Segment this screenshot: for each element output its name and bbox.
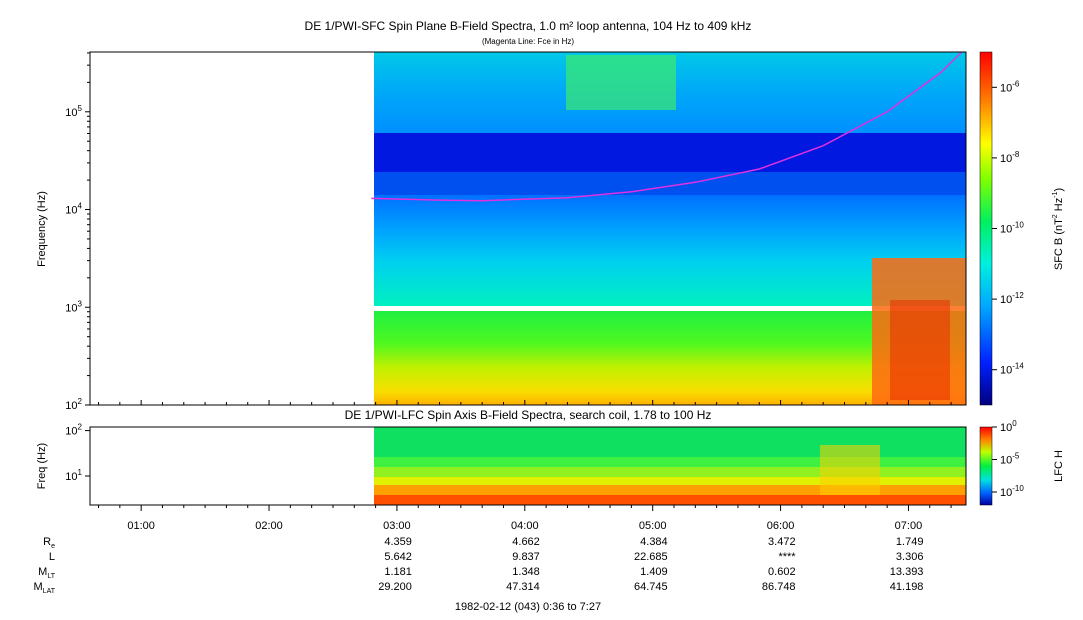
ephemeris-value: 3.306 — [896, 551, 924, 563]
x-tick-label: 04:00 — [511, 520, 539, 532]
lfc-band-4 — [374, 477, 966, 485]
lfc-panel-title: DE 1/PWI-LFC Spin Axis B-Field Spectra, … — [345, 408, 712, 422]
sfc-colorbar-tick-label: 10-8 — [1000, 150, 1020, 165]
sfc-y-tick-label: 103 — [65, 299, 82, 314]
lfc-y-axis-label: Freq (Hz) — [36, 443, 48, 489]
x-tick-label: 05:00 — [639, 520, 667, 532]
sfc-y-axis: 102 103 104 105 — [65, 52, 90, 412]
ephemeris-value: 4.359 — [384, 536, 412, 548]
lfc-colorbar-gradient — [979, 426, 993, 506]
lfc-emission — [820, 445, 880, 495]
sfc-colorbar-label: SFC B (nT2 Hz-1) — [1052, 188, 1065, 270]
ephemeris-row-label: L — [49, 551, 55, 563]
ephemeris-value: 29.200 — [378, 581, 412, 593]
sfc-spectrogram-data — [374, 52, 966, 405]
sfc-colorbar-gradient — [979, 51, 993, 406]
lfc-y-tick-label: 102 — [65, 423, 82, 438]
sfc-emission-patch — [566, 55, 676, 110]
ephemeris-value: 13.393 — [890, 566, 924, 578]
sfc-emission-core — [890, 300, 950, 400]
ephemeris-value: 47.314 — [506, 581, 540, 593]
ephemeris-value: 64.745 — [634, 581, 668, 593]
lfc-colorbar-label: LFC H — [1053, 450, 1065, 482]
ephemeris-value: 0.602 — [768, 566, 796, 578]
x-tick-label: 03:00 — [383, 520, 411, 532]
ephemeris-value: 1.181 — [384, 566, 412, 578]
sfc-y-tick-label: 104 — [65, 202, 82, 217]
lfc-y-tick-label: 101 — [65, 468, 82, 483]
fce-line — [371, 51, 963, 202]
lfc-colorbar-ticks: 100 10-5 10-10 — [992, 419, 1024, 499]
ephemeris-value: 41.198 — [890, 581, 924, 593]
sfc-plot-frame — [89, 51, 967, 406]
time-x-axis: 01:00 02:00 03:00 04:00 05:00 06:00 07:00 — [98, 400, 952, 532]
sfc-colorbar-tick-label: 10-14 — [1000, 362, 1024, 377]
x-tick-label: 02:00 — [255, 520, 283, 532]
sfc-band-deep — [374, 133, 966, 172]
ephemeris-value: 5.642 — [384, 551, 412, 563]
lfc-spectrogram-data — [374, 427, 966, 505]
ephemeris-row-label: MLAT — [34, 581, 56, 595]
lfc-y-axis: 101 102 — [65, 423, 90, 483]
sfc-y-tick-label: 102 — [65, 397, 82, 412]
x-tick-label: 06:00 — [767, 520, 795, 532]
ephemeris-value: 1.348 — [512, 566, 540, 578]
ephemeris-value: 9.837 — [512, 551, 540, 563]
sfc-panel-subtitle: (Magenta Line: Fce in Hz) — [482, 37, 574, 46]
lfc-band-2 — [374, 457, 966, 467]
ephemeris-value: 4.662 — [512, 536, 540, 548]
sfc-data-gap — [374, 306, 966, 311]
ephemeris-value: 1.409 — [640, 566, 668, 578]
sfc-band-strip — [374, 172, 966, 195]
sfc-band-mid — [374, 195, 966, 306]
sfc-colorbar-tick-label: 10-6 — [1000, 79, 1020, 94]
sfc-spectrogram-panel: 102 103 104 105 Frequency (Hz) — [36, 51, 967, 412]
ephemeris-value: 4.384 — [640, 536, 668, 548]
sfc-colorbar: 10-6 10-8 10-10 10-12 10-14 SFC B (nT2 Hz-1) — [979, 51, 1065, 406]
ephemeris-value: 86.748 — [762, 581, 796, 593]
ephemeris-value: 3.472 — [768, 536, 796, 548]
sfc-colorbar-tick-label: 10-12 — [1000, 291, 1024, 306]
lfc-colorbar-tick-label: 100 — [1000, 419, 1017, 434]
sfc-band-low — [374, 311, 966, 405]
ephemeris-value: **** — [778, 551, 796, 563]
lfc-band-6 — [374, 495, 966, 505]
lfc-band-5 — [374, 485, 966, 495]
sfc-panel-title: DE 1/PWI-SFC Spin Plane B-Field Spectra,… — [305, 19, 752, 33]
sfc-colorbar-tick-label: 10-10 — [1000, 221, 1024, 236]
lfc-colorbar: 100 10-5 10-10 LFC H — [979, 419, 1065, 506]
lfc-spectrogram-panel: 101 102 Freq (Hz) — [36, 423, 967, 506]
sfc-y-axis-label: Frequency (Hz) — [36, 191, 48, 267]
ephemeris-value: 1.749 — [896, 536, 924, 548]
ephemeris-table: Re 4.359 4.662 4.384 3.472 1.749 L 5.642 9.837 22… — [34, 536, 924, 595]
time-range-footer: 1982-02-12 (043) 0:36 to 7:27 — [455, 601, 601, 613]
lfc-colorbar-tick-label: 10-5 — [1000, 452, 1020, 467]
sfc-colorbar-ticks: 10-6 10-8 10-10 10-12 10-14 — [992, 79, 1024, 377]
ephemeris-row-label: MLT — [38, 566, 56, 580]
x-tick-label: 07:00 — [895, 520, 923, 532]
lfc-band-3 — [374, 467, 966, 477]
lfc-plot-frame — [89, 426, 967, 506]
lfc-colorbar-tick-label: 10-10 — [1000, 484, 1024, 499]
ephemeris-row-label: Re — [43, 536, 55, 550]
ephemeris-value: 22.685 — [634, 551, 668, 563]
sfc-y-tick-label: 105 — [65, 104, 82, 119]
x-tick-label: 01:00 — [127, 520, 155, 532]
